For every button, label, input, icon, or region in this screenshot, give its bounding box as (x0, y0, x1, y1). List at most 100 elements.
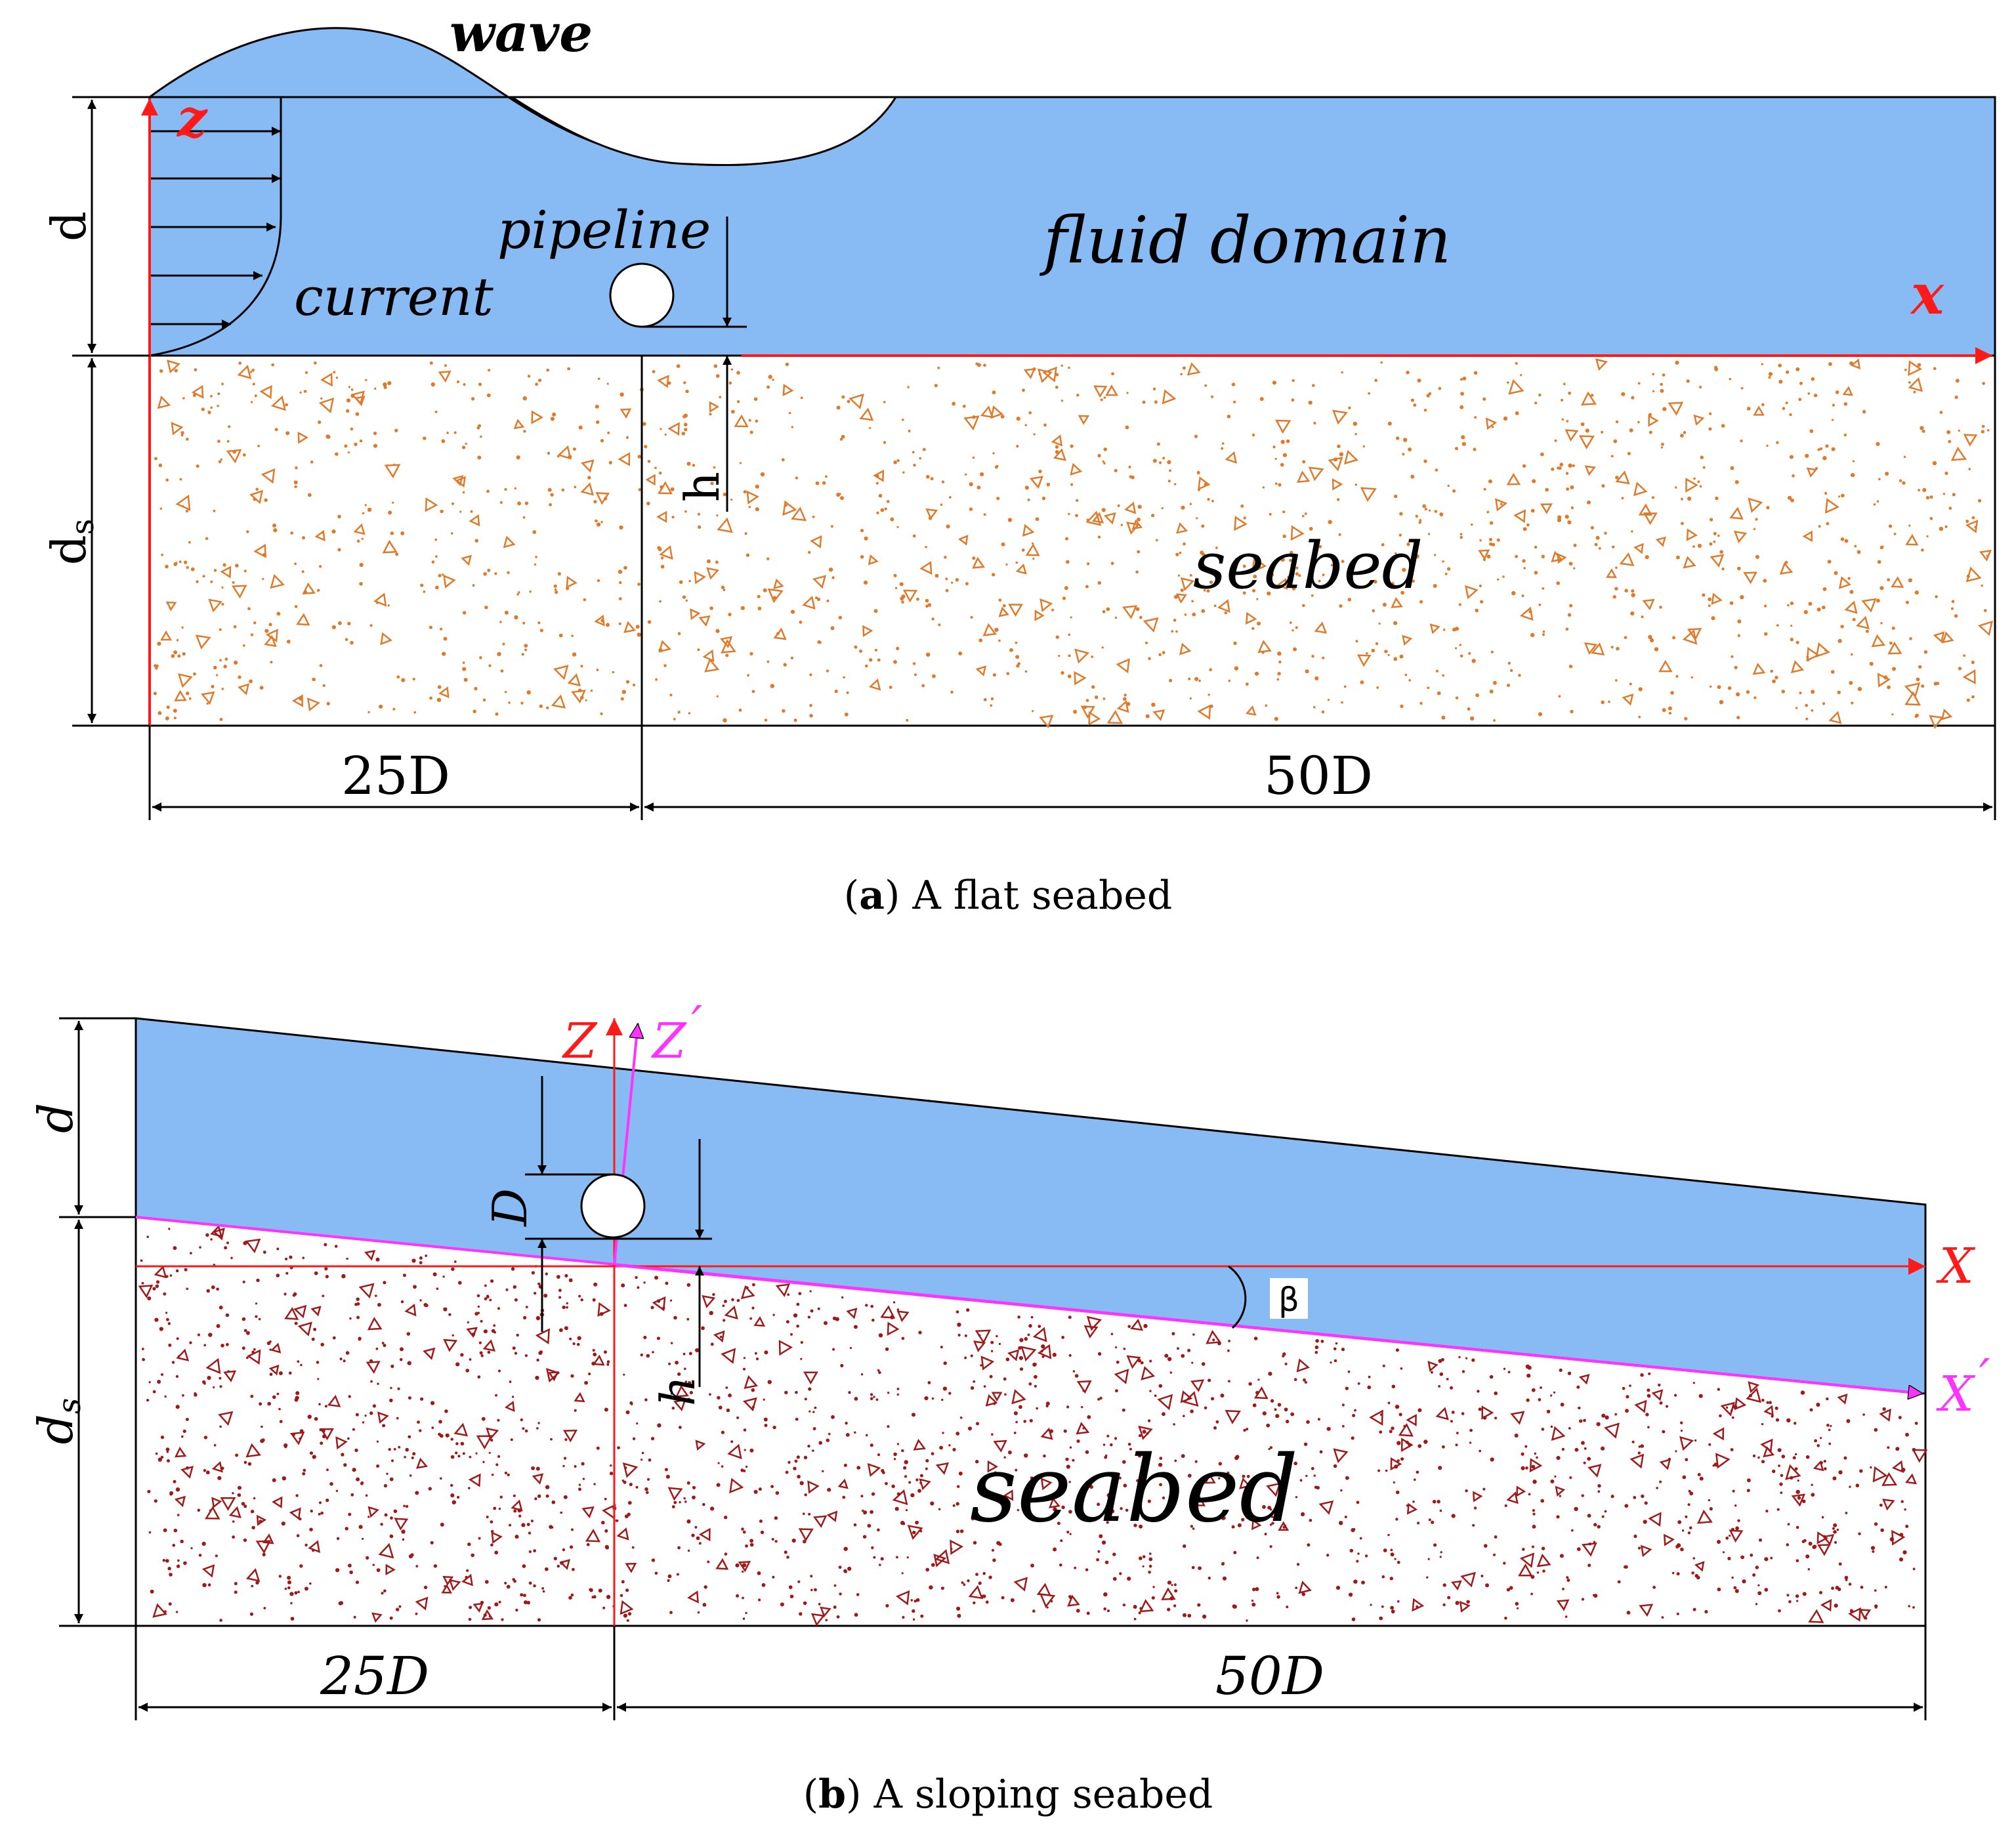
grain-dot (864, 536, 868, 541)
grain-dot (1276, 678, 1280, 681)
grain-dot (591, 1596, 595, 1599)
grain-dot (558, 633, 563, 638)
grain-triangle (985, 1394, 998, 1407)
grain-dot (220, 1344, 224, 1348)
grain-dot (230, 1256, 233, 1260)
grain-dot (247, 1462, 252, 1466)
grain-triangle (1126, 1355, 1141, 1369)
grain-dot (1435, 468, 1438, 472)
grain-dot (1196, 470, 1200, 475)
grain-dot (302, 1472, 306, 1476)
grain-dot (400, 1347, 404, 1352)
Xprime-axis-label: X ′ (1936, 1349, 1990, 1422)
grain-dot (556, 1564, 560, 1568)
grain-dot (497, 652, 501, 657)
grain-triangle (1529, 1458, 1543, 1473)
grain-dot (707, 1560, 710, 1564)
grain-triangle (597, 1302, 611, 1317)
grain-dot (955, 578, 959, 582)
grain-dot (1840, 537, 1845, 541)
grain-triangle (1391, 596, 1403, 608)
grain-dot (1122, 1604, 1126, 1607)
grain-dot (709, 1311, 713, 1316)
grain-dot (1335, 1342, 1338, 1345)
grain-dot (881, 1468, 885, 1473)
grain-triangle (652, 1296, 666, 1312)
grain-dot (1194, 434, 1198, 438)
grain-dot (1455, 1601, 1460, 1606)
grain-dot (523, 1316, 527, 1319)
grain-dot (430, 1541, 434, 1544)
grain-dot (1851, 701, 1854, 705)
grain-dot (1525, 1466, 1528, 1470)
grain-dot (409, 1474, 412, 1477)
grain-dot (1327, 699, 1330, 701)
grain-dot (1231, 383, 1236, 386)
grain-dot (1699, 485, 1702, 488)
grain-dot (748, 506, 751, 508)
grain-dot (479, 656, 482, 659)
grain-triangle (468, 1473, 481, 1487)
grain-dot (1818, 525, 1821, 528)
grain-dot (646, 1354, 650, 1358)
grain-dot (1075, 514, 1078, 518)
grain-dot (1580, 422, 1585, 426)
grain-dot (1920, 426, 1924, 430)
grain-dot (1045, 1401, 1050, 1406)
grain-dot (956, 1529, 960, 1533)
grain-dot (833, 1606, 837, 1609)
grain-dot (1055, 445, 1059, 449)
grain-dot (390, 531, 394, 535)
grain-dot (1904, 368, 1907, 371)
grain-dot (759, 1520, 763, 1523)
grain-dot (749, 430, 753, 434)
grain-dot (390, 1516, 393, 1520)
grain-dot (1256, 598, 1259, 600)
grain-dot (495, 712, 499, 716)
grain-dot (188, 541, 191, 544)
grain-dot (1622, 1386, 1626, 1390)
grain-dot (945, 577, 948, 581)
grain-dot (1614, 1413, 1618, 1416)
grain-dot (1390, 1552, 1395, 1557)
grain-triangle (289, 1507, 301, 1520)
grain-dot (1415, 554, 1419, 559)
grain-dot (1781, 690, 1785, 694)
grain-dot (410, 1553, 414, 1557)
grain-dot (304, 1543, 308, 1546)
grain-dot (1809, 429, 1814, 433)
grain-dot (1447, 1596, 1451, 1600)
grain-dot (1032, 1609, 1036, 1613)
grain-dot (757, 1571, 761, 1575)
grain-dot (1395, 1518, 1398, 1521)
grain-dot (1102, 697, 1106, 700)
grain-dot (1802, 1592, 1807, 1596)
grain-dot (1335, 1585, 1341, 1590)
grain-dot (558, 1296, 562, 1299)
grain-dot (1721, 424, 1725, 428)
grain-dot (1015, 1468, 1018, 1472)
grain-triangle (868, 678, 881, 691)
grain-dot (1708, 1443, 1712, 1446)
grain-dot (466, 1569, 469, 1572)
grain-dot (1442, 629, 1446, 631)
grain-dot (493, 1324, 496, 1327)
grain-dot (760, 472, 765, 477)
grain-dot (461, 446, 466, 449)
grain-triangle (1039, 715, 1054, 729)
grain-dot (1659, 1480, 1662, 1483)
grain-dot (580, 665, 583, 668)
grain-dot (1439, 1372, 1444, 1377)
grain-dot (671, 516, 675, 519)
grain-dot (571, 634, 574, 637)
grain-dot (1200, 550, 1204, 555)
grain-dot (684, 1380, 688, 1383)
grain-dot (347, 451, 350, 454)
grain-dot (600, 712, 603, 715)
grain-dot (411, 1456, 414, 1460)
grain-dot (1357, 1382, 1360, 1385)
grain-triangle (594, 614, 605, 627)
grain-dot (623, 1304, 627, 1308)
grain-dot (1269, 1446, 1273, 1449)
grain-dot (183, 1561, 187, 1565)
